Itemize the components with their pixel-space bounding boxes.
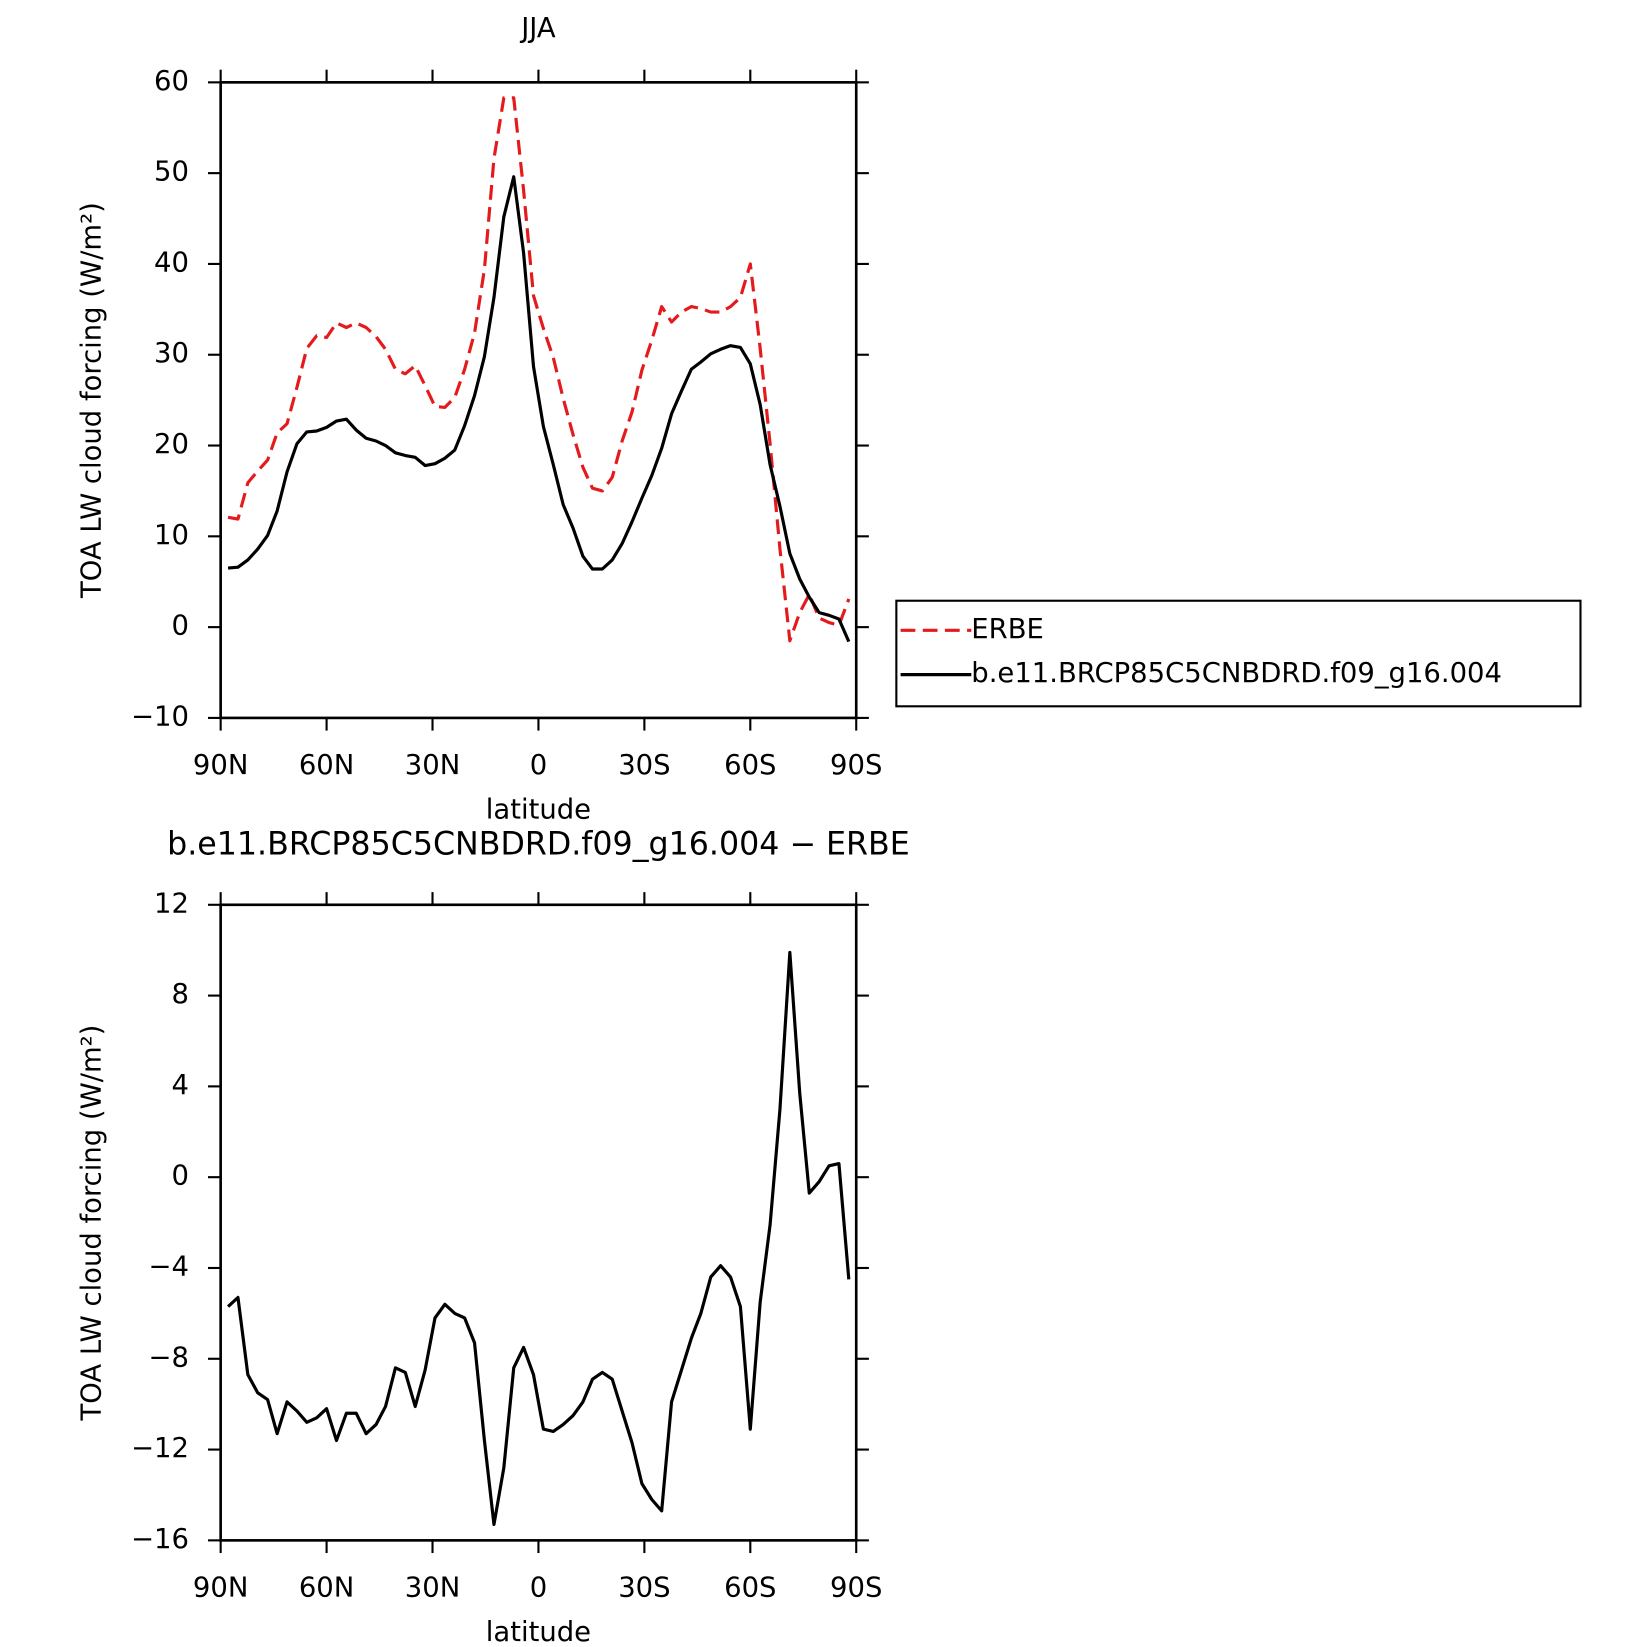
x-axis-label: latitude [486, 1617, 591, 1647]
y-tick-label: 0 [172, 611, 189, 642]
data-line [227, 175, 851, 643]
data-line [226, 950, 851, 1527]
y-tick-label: 12 [154, 888, 189, 919]
x-tick-label: 90S [830, 1572, 882, 1603]
y-tick-label: −10 [131, 701, 189, 732]
x-tick-label: 30S [618, 750, 670, 781]
y-tick-label: 20 [154, 429, 189, 460]
y-tick-label: 8 [172, 979, 189, 1010]
x-tick-label: 90N [193, 1572, 248, 1603]
y-tick-label: −12 [131, 1433, 189, 1464]
x-tick-label: 60N [299, 750, 354, 781]
y-tick-label: 0 [172, 1161, 189, 1192]
x-tick-label: 30N [405, 750, 460, 781]
x-tick-label: 30S [618, 1572, 670, 1603]
y-tick-label: 60 [154, 66, 189, 97]
x-tick-label: 90N [193, 750, 248, 781]
y-tick-label: −16 [131, 1524, 189, 1555]
y-tick-label: 50 [154, 157, 189, 188]
y-tick-label: 4 [172, 1070, 189, 1101]
y-axis-label: TOA LW cloud forcing (W/m²) [76, 1025, 107, 1422]
y-tick-label: −4 [149, 1251, 189, 1282]
y-tick-label: 10 [154, 520, 189, 551]
plot-frame [219, 903, 858, 1542]
chart-title: b.e11.BRCP85C5CNBDRD.f09_g16.004 − ERBE [167, 827, 910, 863]
y-tick-label: −8 [149, 1342, 189, 1373]
chart-title: JJA [519, 13, 556, 44]
y-tick-label: 30 [154, 338, 189, 369]
plot-frame [219, 81, 858, 720]
data-line [227, 96, 851, 643]
legend-box [895, 599, 1582, 708]
x-tick-label: 60S [724, 750, 776, 781]
y-tick-label: 40 [154, 247, 189, 278]
x-tick-label: 60S [724, 1572, 776, 1603]
x-tick-label: 90S [830, 750, 882, 781]
x-tick-label: 0 [530, 1572, 547, 1603]
y-axis-label: TOA LW cloud forcing (W/m²) [76, 202, 107, 599]
x-tick-label: 0 [530, 750, 547, 781]
x-tick-label: 60N [299, 1572, 354, 1603]
legend-label: b.e11.BRCP85C5CNBDRD.f09_g16.004 [971, 658, 1502, 689]
x-tick-label: 30N [405, 1572, 460, 1603]
x-axis-label: latitude [486, 794, 591, 825]
legend-label: ERBE [971, 614, 1044, 645]
